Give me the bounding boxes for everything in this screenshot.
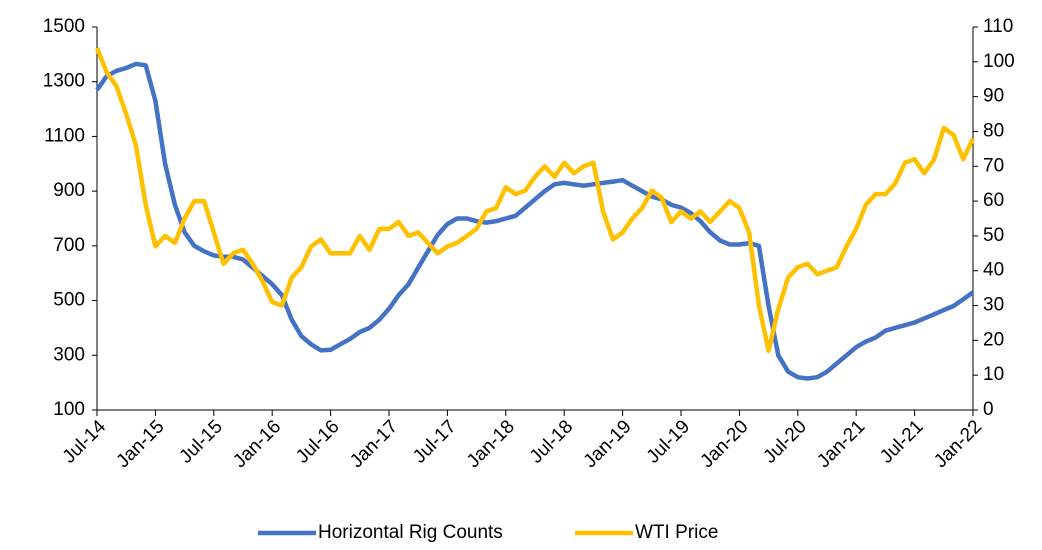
- x-tick-label: Jul-15: [175, 416, 226, 467]
- x-tick-label: Jul-20: [759, 416, 810, 467]
- y-tick-label: 700: [53, 235, 85, 256]
- y2-tick-label: 30: [983, 295, 1004, 316]
- x-tick-label: Jul-19: [643, 416, 694, 467]
- x-tick-label: Jul-21: [876, 416, 927, 467]
- line-series: [94, 47, 976, 354]
- line-series: [95, 61, 975, 381]
- y2-tick-label: 100: [983, 51, 1015, 72]
- y2-tick-label: 60: [983, 190, 1004, 211]
- y-tick-label: 1300: [43, 71, 85, 92]
- y2-tick-label: 50: [983, 225, 1004, 246]
- y-tick-label: 500: [53, 290, 85, 311]
- y-tick-label: 100: [53, 399, 85, 420]
- y-tick-label: 900: [53, 180, 85, 201]
- x-tick-label: Jan-21: [813, 416, 869, 472]
- y-tick-label: 1100: [44, 125, 85, 146]
- y-tick-label: 300: [53, 344, 85, 365]
- y2-tick-label: 70: [983, 155, 1004, 176]
- y2-tick-label: 10: [983, 364, 1004, 385]
- legend-label: WTI Price: [635, 522, 718, 543]
- x-tick-label: Jan-15: [113, 416, 169, 472]
- y2-tick-label: 90: [983, 86, 1004, 107]
- y2-tick-label: 110: [983, 16, 1013, 37]
- y-tick-label: 1500: [43, 16, 85, 37]
- x-tick-label: Jul-14: [59, 416, 111, 468]
- x-tick-label: Jul-16: [292, 416, 343, 467]
- x-tick-label: Jan-20: [697, 416, 753, 472]
- y2-tick-label: 80: [983, 120, 1004, 141]
- x-tick-label: Jan-16: [229, 416, 285, 472]
- y2-tick-label: 20: [983, 329, 1004, 350]
- x-tick-label: Jan-19: [580, 416, 636, 472]
- x-tick-label: Jul-18: [526, 416, 577, 467]
- y2-tick-label: 0: [983, 399, 994, 420]
- x-tick-label: Jan-17: [346, 416, 402, 472]
- x-tick-label: Jul-17: [409, 416, 460, 467]
- legend-label: Horizontal Rig Counts: [318, 522, 503, 543]
- x-tick-label: Jan-22: [930, 416, 986, 472]
- y2-tick-label: 40: [983, 260, 1004, 281]
- x-tick-label: Jan-18: [463, 416, 519, 472]
